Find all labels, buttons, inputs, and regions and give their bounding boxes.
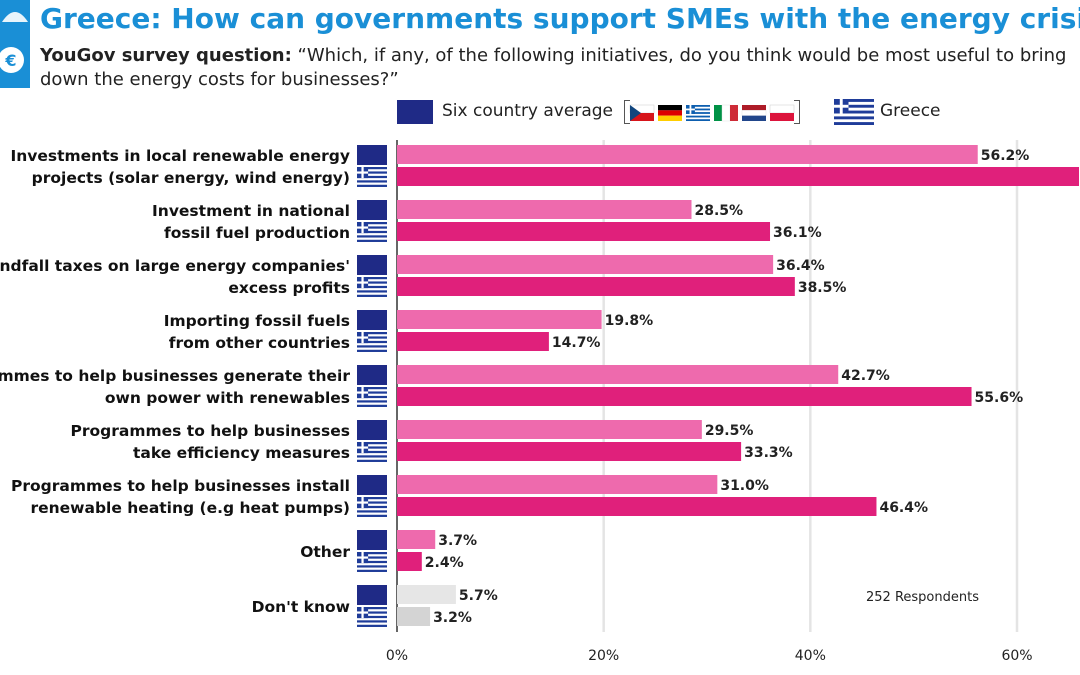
bar-greece xyxy=(397,442,742,461)
greece-flag-icon xyxy=(357,387,387,407)
brand-logo: € xyxy=(0,0,30,88)
x-tick-label: 60% xyxy=(1001,648,1032,664)
value-label-greece: 46.4% xyxy=(879,500,928,516)
greece-flag-icon xyxy=(357,167,387,187)
chart-subtitle: YouGov survey question: “Which, if any, … xyxy=(40,44,1070,92)
country-flags-row xyxy=(629,104,795,122)
category-label: Programmes to help businesses install xyxy=(11,477,350,495)
average-flag-icon xyxy=(357,420,387,440)
category-label: renewable heating (e.g heat pumps) xyxy=(30,499,350,517)
category-label: Windfall taxes on large energy companies… xyxy=(0,257,350,275)
legend-average-label: Six country average xyxy=(442,101,613,121)
value-label-average: 56.2% xyxy=(981,148,1030,164)
average-flag-icon xyxy=(357,365,387,385)
bar-average xyxy=(397,200,692,219)
bar-greece xyxy=(397,607,431,626)
bar-average xyxy=(397,310,602,329)
chart-title: Greece: How can governments support SMEs… xyxy=(40,2,1080,35)
value-label-average: 29.5% xyxy=(705,423,754,439)
category-label: Investments in local renewable energy xyxy=(10,147,350,165)
value-label-greece: 3.2% xyxy=(433,610,472,626)
umbrella-euro-icon: € xyxy=(0,12,28,73)
category-label: Programmes to help businesses xyxy=(71,422,351,440)
value-label-average: 3.7% xyxy=(438,533,477,549)
greece-flag-icon xyxy=(357,552,387,572)
category-label: Importing fossil fuels xyxy=(164,312,350,330)
subtitle-lead: YouGov survey question: xyxy=(40,45,292,66)
value-label-greece: 14.7% xyxy=(552,335,601,351)
bar-average xyxy=(397,530,436,549)
greece-flag-icon xyxy=(357,442,387,462)
bar-greece xyxy=(397,497,877,516)
greece-flag-icon xyxy=(357,497,387,517)
greece-flag-icon xyxy=(686,105,710,121)
bar-greece xyxy=(397,332,549,351)
bar-greece xyxy=(397,167,1079,186)
category-label: Investment in national xyxy=(152,202,350,220)
value-label-average: 42.7% xyxy=(841,368,890,384)
bar-greece xyxy=(397,387,972,406)
average-flag-icon xyxy=(357,255,387,275)
value-label-average: 19.8% xyxy=(605,313,654,329)
bar-average xyxy=(397,255,774,274)
x-tick-label: 20% xyxy=(588,648,619,664)
poland-flag-icon xyxy=(769,104,795,121)
x-tick-label: 40% xyxy=(795,648,826,664)
bar-greece xyxy=(397,222,771,241)
legend-greece-label: Greece xyxy=(880,101,941,121)
legend-greece-flag-icon xyxy=(834,99,874,125)
value-label-greece: 33.3% xyxy=(744,445,793,461)
respondents-note: 252 Respondents xyxy=(866,590,979,605)
category-label: Programmes to help businesses generate t… xyxy=(0,367,350,385)
bar-average xyxy=(397,420,702,439)
category-label: excess profits xyxy=(228,279,350,297)
value-label-greece: 36.1% xyxy=(773,225,822,241)
category-label: from other countries xyxy=(169,334,350,352)
legend: Six country average xyxy=(0,98,1080,128)
value-label-greece: 38.5% xyxy=(798,280,847,296)
italy-flag-icon xyxy=(714,104,738,122)
value-label-average: 36.4% xyxy=(776,258,825,274)
category-label: own power with renewables xyxy=(105,389,350,407)
germany-flag-icon xyxy=(658,105,682,121)
average-flag-icon xyxy=(357,475,387,495)
bar-average xyxy=(397,365,839,384)
legend-average-swatch xyxy=(397,100,433,124)
average-flag-icon xyxy=(357,200,387,220)
category-label: Don't know xyxy=(252,598,350,616)
bar-greece xyxy=(397,277,795,296)
bracket-left xyxy=(624,100,630,124)
subtitle-question: “Which, if any, of the following initiat… xyxy=(40,45,1067,90)
value-label-average: 5.7% xyxy=(459,588,498,604)
value-label-greece: 55.6% xyxy=(975,390,1024,406)
average-flag-icon xyxy=(357,585,387,605)
bar-greece xyxy=(397,552,422,571)
bar-average xyxy=(397,585,456,604)
bracket-right xyxy=(794,100,800,124)
category-label: projects (solar energy, wind energy) xyxy=(32,169,350,187)
average-flag-icon xyxy=(357,145,387,165)
value-label-average: 28.5% xyxy=(695,203,744,219)
average-flag-icon xyxy=(357,310,387,330)
netherlands-flag-icon xyxy=(741,105,767,121)
legend-country-flags xyxy=(624,100,800,124)
svg-text:€: € xyxy=(4,51,16,70)
category-label: fossil fuel production xyxy=(164,224,350,242)
greece-flag-icon xyxy=(357,222,387,242)
value-label-greece: 2.4% xyxy=(425,555,464,571)
czech-flag-icon xyxy=(629,104,655,121)
x-tick-label: 0% xyxy=(386,648,408,664)
average-flag-icon xyxy=(357,530,387,550)
greece-flag-icon xyxy=(357,607,387,627)
bar-average xyxy=(397,145,978,164)
greece-flag-icon xyxy=(357,277,387,297)
greece-flag-icon xyxy=(357,332,387,352)
category-label: take efficiency measures xyxy=(133,444,350,462)
category-label: Other xyxy=(300,543,350,561)
bar-average xyxy=(397,475,718,494)
value-label-average: 31.0% xyxy=(720,478,769,494)
